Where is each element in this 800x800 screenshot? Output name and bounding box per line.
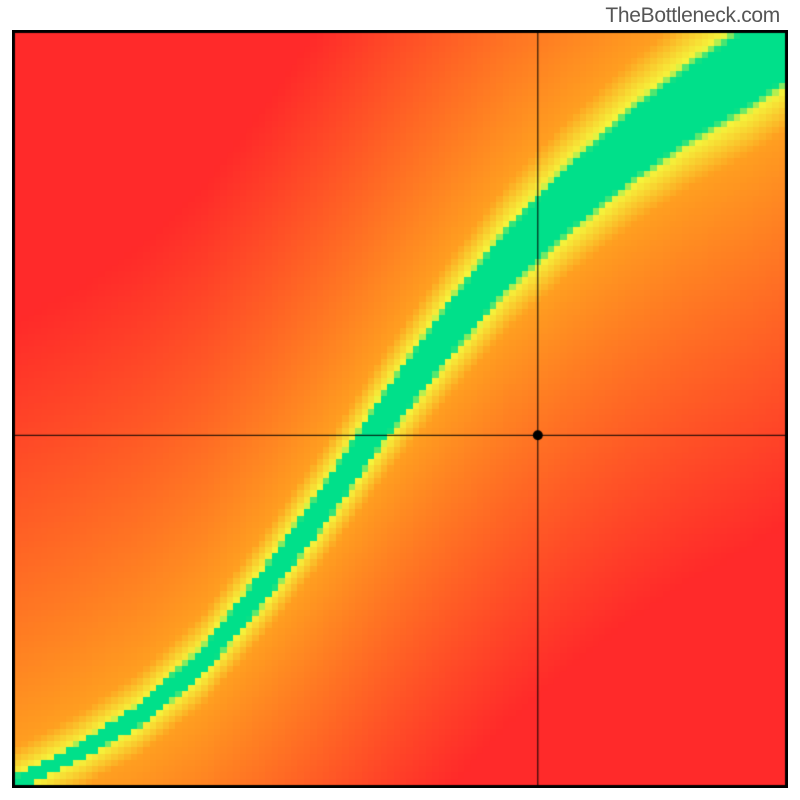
plot-area xyxy=(12,30,788,788)
heatmap-canvas xyxy=(12,30,788,788)
watermark-text: TheBottleneck.com xyxy=(605,4,780,28)
chart-container: TheBottleneck.com xyxy=(0,0,800,800)
